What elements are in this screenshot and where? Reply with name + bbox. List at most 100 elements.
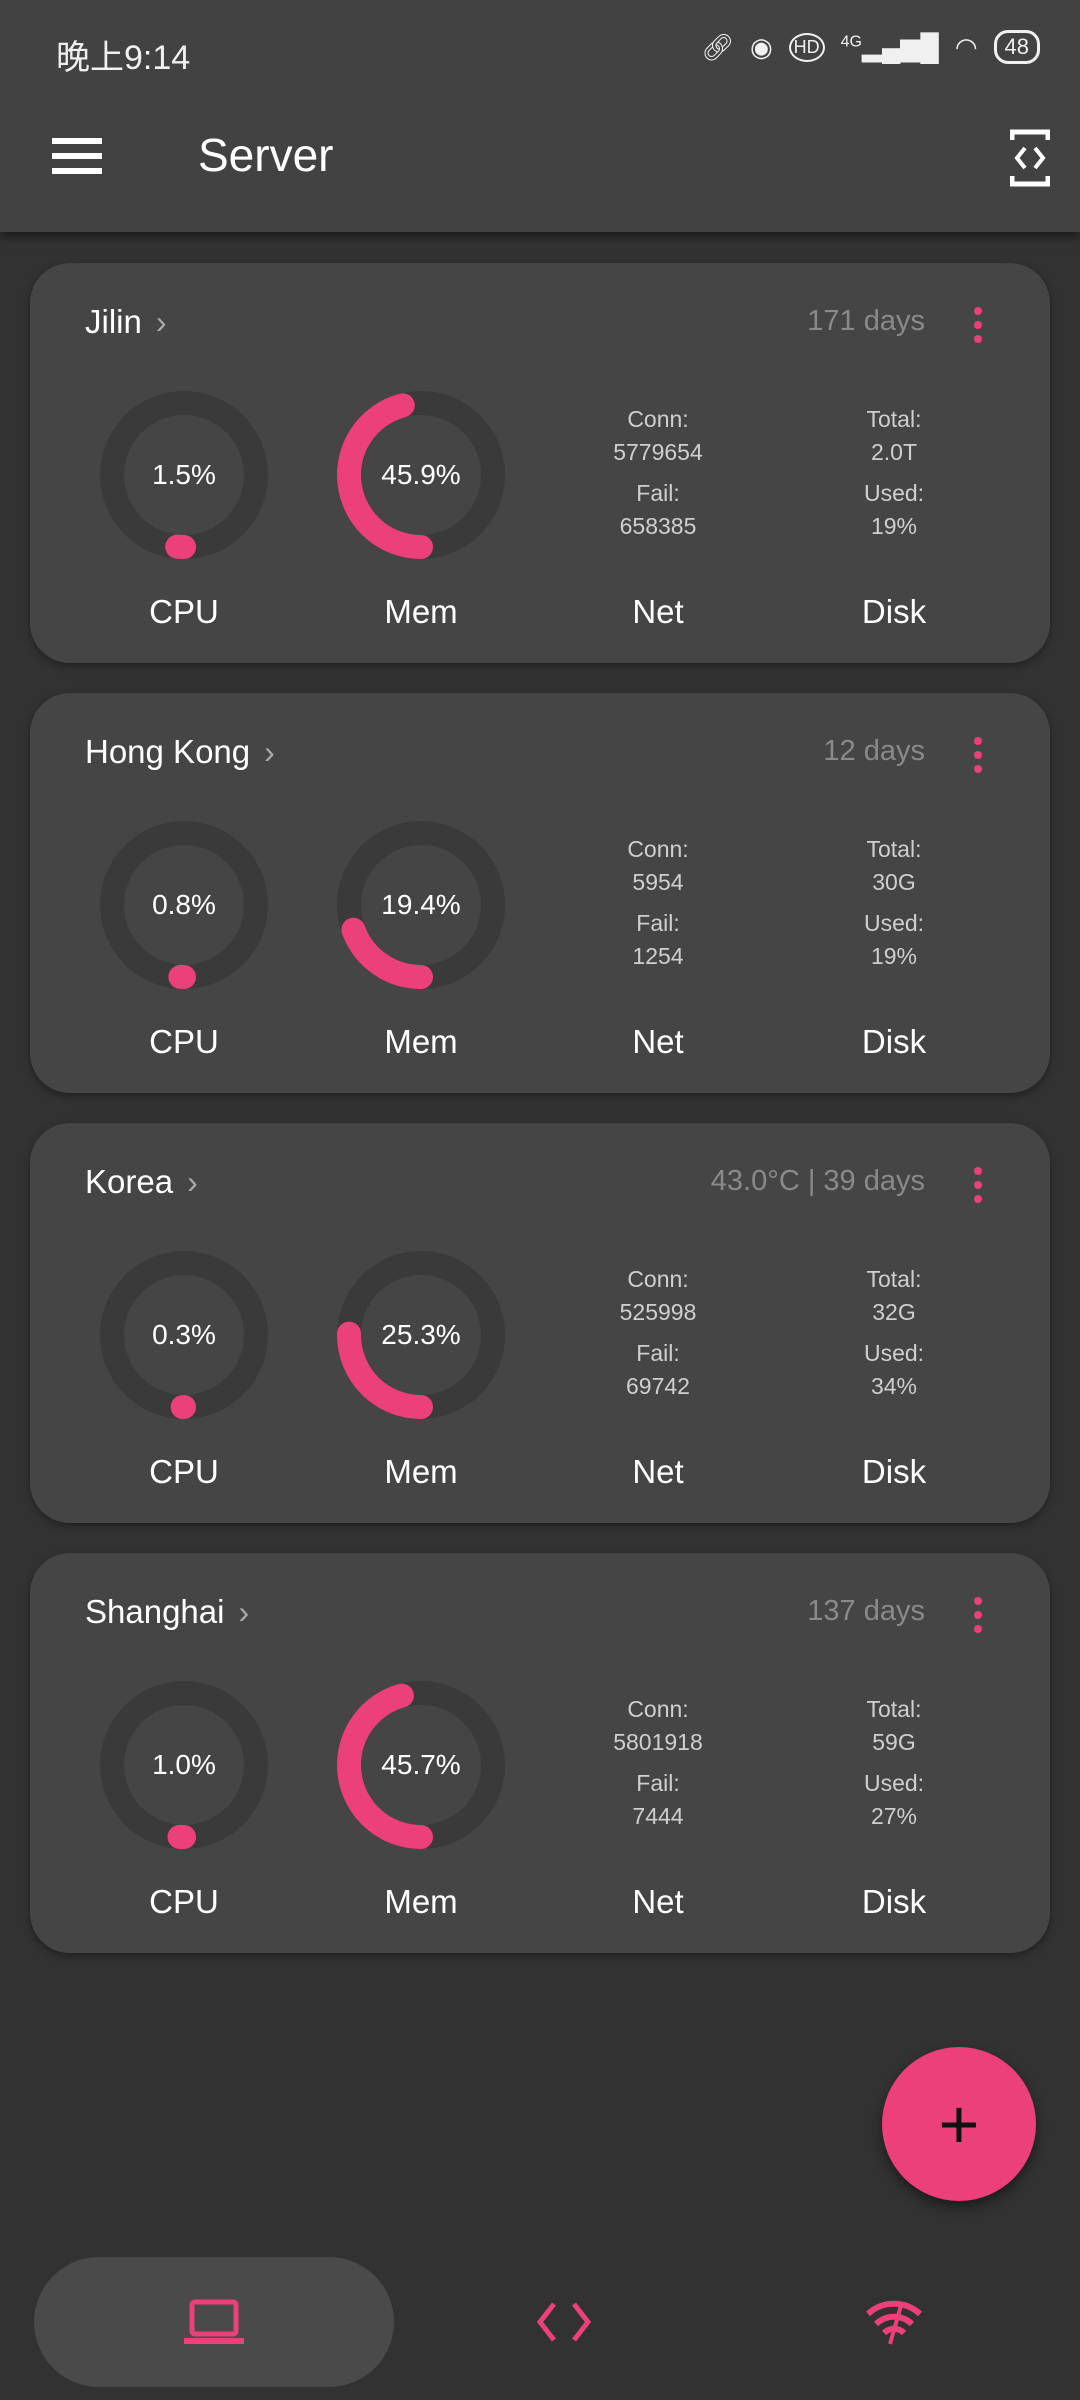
mem-label: Mem: [384, 1883, 458, 1920]
cpu-label: CPU: [149, 1883, 219, 1920]
net-stats: Conn: 525998 Fail: 69742: [558, 1263, 758, 1403]
server-name: Hong Kong: [85, 733, 251, 770]
hamburger-menu-icon[interactable]: [52, 138, 102, 174]
server-name: Jilin: [85, 303, 142, 340]
used-value: 34%: [870, 1373, 918, 1399]
fail-label: Fail:: [636, 910, 680, 936]
used-value: 27%: [870, 1803, 918, 1829]
server-uptime: 12 days: [823, 735, 925, 767]
chevron-right-icon: ›: [187, 1163, 198, 1200]
disk-label: Disk: [861, 1453, 927, 1490]
server-name: Shanghai: [85, 1593, 225, 1630]
globe-icon: ◉: [749, 31, 773, 62]
server-name: Korea: [85, 1163, 174, 1200]
mem-label: Mem: [384, 1023, 458, 1060]
mem-gauge: 19.4%: [331, 815, 511, 995]
cpu-value: 1.0%: [152, 1749, 216, 1780]
status-time: 晚上9:14: [56, 39, 191, 77]
server-name-link[interactable]: Korea ›: [85, 1163, 198, 1201]
cpu-label: CPU: [149, 593, 219, 630]
wifi-icon: ◠: [954, 31, 978, 62]
conn-label: Conn:: [627, 406, 689, 432]
cpu-label: CPU: [149, 1453, 219, 1490]
gauge-arc: [100, 821, 268, 989]
fail-label: Fail:: [636, 1770, 680, 1796]
code-view-icon[interactable]: [1010, 128, 1050, 188]
mem-gauge: 45.9%: [331, 385, 511, 565]
battery-icon: 48: [993, 30, 1040, 64]
mem-value: 25.3%: [381, 1319, 461, 1350]
fail-value: 7444: [632, 1803, 684, 1829]
disk-label: Disk: [861, 1023, 927, 1060]
disk-stats: Total: 32G Used: 34%: [794, 1263, 994, 1403]
gauge-arc: [337, 821, 505, 989]
hd-icon: HD: [788, 32, 825, 62]
conn-label: Conn:: [627, 1696, 689, 1722]
server-uptime: 43.0°C | 39 days: [710, 1165, 925, 1197]
laptop-icon: [184, 2299, 244, 2344]
more-vert-icon[interactable]: [974, 737, 982, 773]
net-stats: Conn: 5801918 Fail: 7444: [558, 1693, 758, 1833]
gauge-arc: [337, 1251, 505, 1419]
mem-label: Mem: [384, 1453, 458, 1490]
signal-icon: 4G▂▄▆█: [840, 31, 939, 62]
top-app-bar: 晚上9:14 🔗︎ ◉ HD 4G▂▄▆█ ◠ 48 Server: [0, 0, 1080, 232]
bottom-navigation: [0, 2240, 1080, 2400]
server-card[interactable]: Hong Kong › 12 days 0.8% 19.4% Conn: 5954…: [30, 693, 1050, 1093]
total-value: 30G: [872, 869, 916, 895]
add-server-button[interactable]: +: [882, 2047, 1036, 2201]
chevron-right-icon: ›: [264, 733, 275, 770]
server-name-link[interactable]: Shanghai ›: [85, 1593, 249, 1631]
total-label: Total:: [866, 836, 922, 862]
nav-servers[interactable]: [34, 2257, 394, 2387]
wifi-off-icon: [865, 2300, 923, 2345]
conn-value: 5954: [632, 869, 684, 895]
code-icon: [536, 2302, 592, 2342]
mem-gauge: 45.7%: [331, 1675, 511, 1855]
disk-stats: Total: 30G Used: 19%: [794, 833, 994, 973]
more-vert-icon[interactable]: [974, 1167, 982, 1203]
more-vert-icon[interactable]: [974, 307, 982, 343]
net-stats: Conn: 5779654 Fail: 658385: [558, 403, 758, 543]
server-card[interactable]: Jilin › 171 days 1.5% 45.9% Conn: 5779654…: [30, 263, 1050, 663]
gauge-arc: [337, 391, 505, 559]
conn-value: 525998: [619, 1299, 697, 1325]
server-card[interactable]: Shanghai › 137 days 1.0% 45.7% Conn: 5801…: [30, 1553, 1050, 1953]
server-name-link[interactable]: Jilin ›: [85, 303, 167, 341]
fail-value: 69742: [626, 1373, 690, 1399]
status-icons: 🔗︎ ◉ HD 4G▂▄▆█ ◠ 48: [701, 30, 1040, 64]
used-value: 19%: [870, 943, 918, 969]
cpu-gauge: 0.8%: [94, 815, 274, 995]
gauge-arc: [337, 1681, 505, 1849]
total-label: Total:: [866, 1266, 922, 1292]
chevron-right-icon: ›: [155, 303, 167, 340]
fail-label: Fail:: [636, 480, 680, 506]
disk-stats: Total: 59G Used: 27%: [794, 1693, 994, 1833]
server-uptime: 171 days: [807, 305, 925, 337]
used-label: Used:: [863, 1340, 925, 1366]
more-vert-icon[interactable]: [974, 1597, 982, 1633]
conn-value: 5779654: [613, 439, 703, 465]
cpu-label: CPU: [149, 1023, 219, 1060]
chevron-right-icon: ›: [238, 1593, 250, 1630]
total-value: 32G: [872, 1299, 916, 1325]
gauge-arc: [100, 1681, 268, 1849]
net-label: Net: [632, 593, 684, 630]
fail-value: 1254: [632, 943, 684, 969]
server-name-link[interactable]: Hong Kong ›: [85, 733, 275, 771]
nav-ssh[interactable]: [714, 2257, 1074, 2387]
mem-gauge: 25.3%: [331, 1245, 511, 1425]
server-card[interactable]: Korea › 43.0°C | 39 days 0.3% 25.3% Conn:…: [30, 1123, 1050, 1523]
nav-snippets[interactable]: [384, 2257, 744, 2387]
used-label: Used:: [863, 1770, 925, 1796]
disk-stats: Total: 2.0T Used: 19%: [794, 403, 994, 543]
cpu-value: 0.3%: [152, 1319, 216, 1350]
fail-label: Fail:: [636, 1340, 680, 1366]
net-label: Net: [632, 1023, 684, 1060]
link-icon: 🔗︎: [700, 31, 734, 62]
cpu-gauge: 0.3%: [94, 1245, 274, 1425]
gauge-arc: [100, 391, 268, 559]
conn-value: 5801918: [613, 1729, 703, 1755]
cpu-gauge: 1.0%: [94, 1675, 274, 1855]
page-title: Server: [198, 129, 334, 181]
